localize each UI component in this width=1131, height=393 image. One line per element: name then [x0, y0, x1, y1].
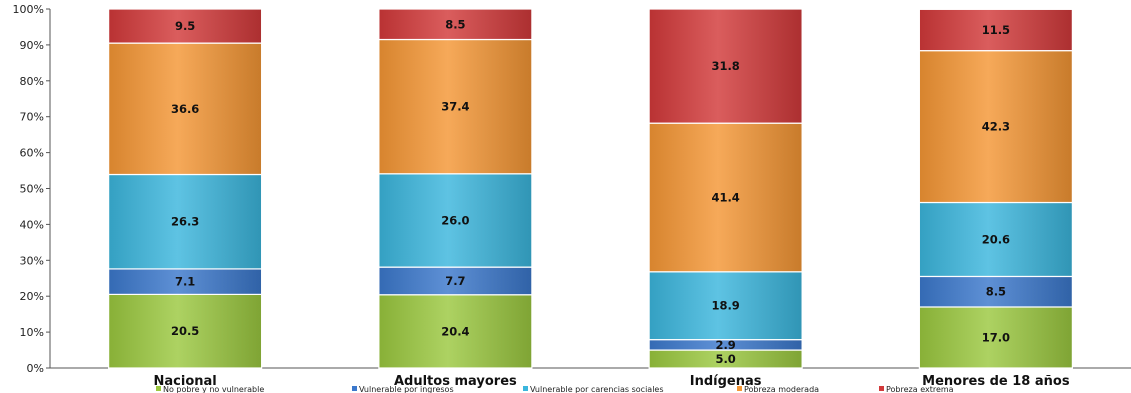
bar-segment [918, 201, 1073, 278]
legend-swatch [879, 386, 884, 391]
bar-segment [108, 293, 263, 369]
legend-label: Pobreza extrema [886, 385, 954, 393]
legend: No pobre y no vulnerable Vulnerable por i… [156, 385, 954, 393]
data-label: 36.6 [171, 102, 199, 116]
bar-segment [378, 266, 533, 296]
y-tick-label: 0% [27, 362, 44, 375]
bar-segment [108, 42, 263, 176]
data-label: 7.1 [175, 275, 195, 289]
bar-segment [108, 8, 263, 44]
legend-label: Vulnerable por carencias sociales [530, 385, 664, 393]
data-label: 2.9 [715, 338, 735, 352]
data-label: 5.0 [715, 352, 735, 366]
y-tick-label: 10% [20, 326, 44, 339]
legend-label: No pobre y no vulnerable [163, 385, 264, 393]
data-label: 18.9 [711, 299, 739, 313]
data-label: 42.3 [982, 120, 1010, 134]
data-label: 8.5 [445, 17, 465, 31]
data-label: 41.4 [711, 190, 739, 204]
category-label: Indígenas [690, 374, 762, 389]
labels: 20.5 7.1 26.3 36.6 9.5 Nacional 20.4 7.7 26.0 37.… [154, 17, 1070, 389]
data-label: 11.5 [982, 23, 1010, 37]
bar-segment [918, 306, 1073, 369]
data-label: 7.7 [445, 274, 465, 288]
category-label: Adultos mayores [394, 374, 517, 389]
data-label: 26.3 [171, 215, 199, 229]
category-label: Menores de 18 años [922, 374, 1070, 389]
y-tick-label: 80% [20, 75, 44, 88]
bar-segment [378, 8, 533, 41]
bar-segment [918, 50, 1073, 204]
data-label: 20.5 [171, 324, 199, 338]
y-tick-label: 100% [13, 3, 44, 16]
bars [108, 8, 1073, 369]
y-tick-label: 60% [20, 147, 44, 160]
category-label: Nacional [154, 374, 217, 389]
data-label: 20.4 [441, 324, 469, 338]
legend-swatch [352, 386, 357, 391]
data-label: 20.6 [982, 232, 1010, 246]
y-tick-label: 40% [20, 218, 44, 231]
legend-label: Pobreza moderada [744, 385, 819, 393]
data-label: 26.0 [441, 213, 469, 227]
bar-segment [108, 268, 263, 296]
y-tick-label: 70% [20, 111, 44, 124]
data-label: 31.8 [711, 59, 739, 73]
legend-label: Vulnerable por ingresos [359, 385, 454, 393]
data-label: 8.5 [986, 285, 1006, 299]
bar-segment [108, 173, 263, 270]
y-tick-label: 20% [20, 290, 44, 303]
data-label: 9.5 [175, 19, 195, 33]
bar-segment [918, 8, 1073, 52]
bar-segment [378, 294, 533, 369]
y-tick-label: 50% [20, 183, 44, 196]
bar-segment [648, 8, 803, 124]
legend-swatch [737, 386, 742, 391]
data-label: 17.0 [982, 330, 1010, 344]
y-tick-label: 30% [20, 254, 44, 267]
bar-segment [378, 38, 533, 175]
legend-swatch [156, 386, 161, 391]
bar-segment [648, 271, 803, 341]
data-label: 37.4 [441, 100, 469, 114]
legend-swatch [523, 386, 528, 391]
y-tick-label: 90% [20, 39, 44, 52]
bar-segment [378, 173, 533, 268]
